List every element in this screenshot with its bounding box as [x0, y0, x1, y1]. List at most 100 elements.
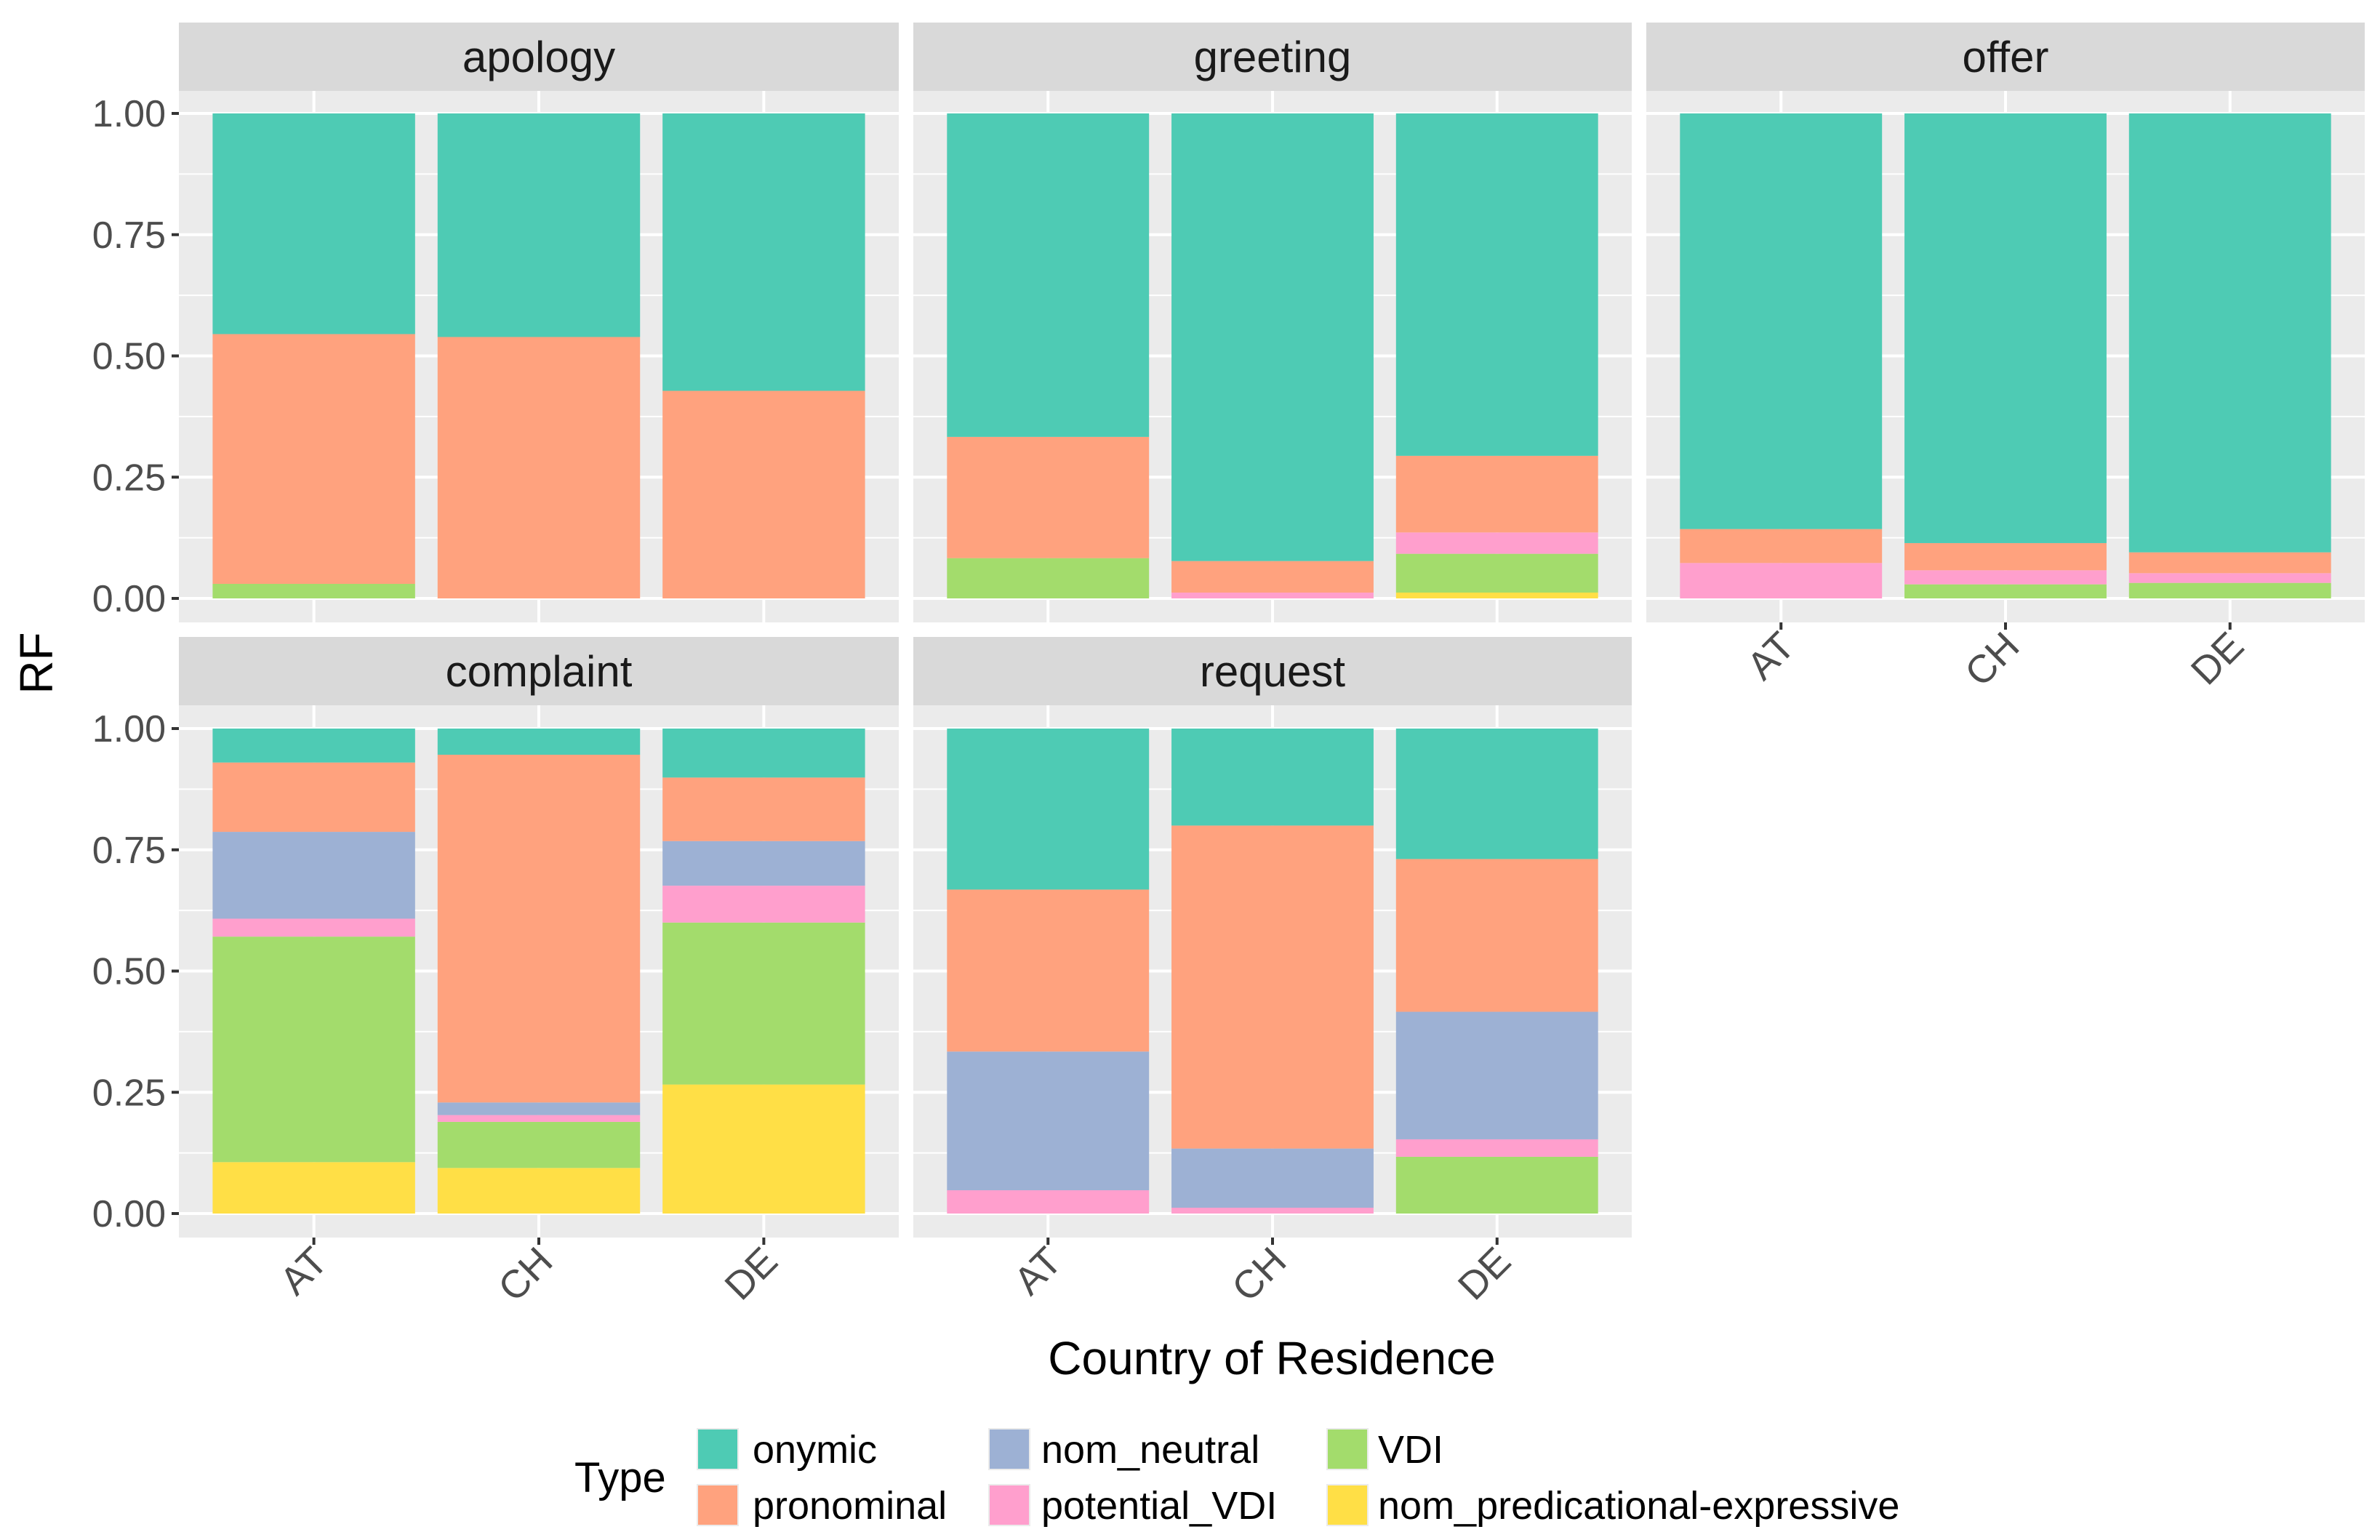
panel-offer: offer AT CH DE	[1646, 23, 2365, 695]
legend-label: nom_predicational-expressive	[1378, 1484, 1899, 1528]
bar-segment-greeting-AT-VDI	[947, 558, 1150, 598]
bar-segment-greeting-AT-pronominal	[947, 436, 1150, 558]
bar-segment-greeting-DE-onymic	[1395, 113, 1598, 456]
panel-complaint: complaint 0.00 0.25 0.50 0.75 1.00 AT CH DE	[92, 637, 899, 1310]
strip-background	[1646, 23, 2365, 91]
bar-segment-apology-DE-onymic	[662, 113, 865, 391]
bar-segment-request-DE-potential_VDI	[1395, 1139, 1598, 1157]
bar-segment-request-DE-onymic	[1395, 729, 1598, 859]
legend-label: pronominal	[753, 1484, 947, 1528]
legend-item-VDI: VDI	[1326, 1428, 1443, 1472]
legend-swatch	[990, 1485, 1029, 1525]
strip-label: greeting	[1194, 33, 1352, 81]
panels: apology 0.00 0.25 0.50 0.75 1.00 greeting offer…	[92, 23, 2365, 1310]
bar-segment-apology-CH-pronominal	[437, 337, 641, 598]
bar-segment-complaint-AT-nom_predicational-expressive	[212, 1162, 415, 1214]
legend-swatch	[990, 1429, 1029, 1469]
bar-segment-complaint-CH-nom_neutral	[437, 1102, 641, 1115]
bar-segment-greeting-CH-onymic	[1171, 113, 1374, 561]
bar-segment-offer-DE-potential_VDI	[2128, 573, 2331, 583]
bar-segment-complaint-CH-potential_VDI	[437, 1115, 641, 1122]
bar-segment-request-CH-potential_VDI	[1171, 1207, 1374, 1214]
bar-segment-request-AT-potential_VDI	[947, 1190, 1150, 1214]
bar-segment-apology-AT-onymic	[212, 113, 415, 334]
legend-item-nom_neutral: nom_neutral	[988, 1428, 1259, 1472]
bar-segment-request-AT-onymic	[947, 729, 1150, 890]
bar-segment-apology-DE-pronominal	[662, 390, 865, 598]
legend-label: nom_neutral	[1041, 1428, 1259, 1472]
bar-segment-complaint-DE-nom_predicational-expressive	[662, 1084, 865, 1214]
legend-item-pronominal: pronominal	[697, 1484, 947, 1528]
bar-segment-request-AT-pronominal	[947, 889, 1150, 1052]
bar-segment-greeting-DE-nom_predicational-expressive	[1395, 592, 1598, 598]
y-tick-label: 0.50	[92, 336, 166, 378]
legend-swatch	[698, 1485, 737, 1525]
y-axis-title: RF	[10, 632, 63, 694]
bar-segment-request-CH-nom_neutral	[1171, 1148, 1374, 1208]
strip-label: apology	[462, 33, 615, 81]
y-tick-label: 0.25	[92, 1072, 166, 1114]
bar-segment-complaint-AT-pronominal	[212, 762, 415, 833]
x-tick-label: AT	[1739, 624, 1803, 688]
x-tick-label: DE	[716, 1239, 785, 1308]
bar-segment-offer-CH-VDI	[1904, 584, 2107, 598]
bar-segment-complaint-AT-VDI	[212, 937, 415, 1163]
bar-segment-complaint-DE-onymic	[662, 729, 865, 778]
bar-segment-request-CH-pronominal	[1171, 825, 1374, 1149]
x-tick-label: AT	[1006, 1239, 1070, 1303]
strip-background	[179, 637, 899, 705]
strip-background	[913, 637, 1632, 705]
y-tick-label: 0.00	[92, 1193, 166, 1235]
bar-segment-offer-AT-onymic	[1680, 113, 1883, 529]
bar-segment-complaint-DE-nom_neutral	[662, 841, 865, 886]
bar-segment-complaint-CH-pronominal	[437, 755, 641, 1103]
bar-segment-request-AT-nom_neutral	[947, 1051, 1150, 1190]
legend-label: potential_VDI	[1041, 1484, 1277, 1528]
strip-background	[913, 23, 1632, 91]
x-tick-label: CH	[1957, 624, 2028, 695]
y-tick-label: 1.00	[92, 708, 166, 750]
bar-segment-complaint-AT-potential_VDI	[212, 918, 415, 937]
y-tick-label: 1.00	[92, 93, 166, 135]
bar-segment-offer-CH-potential_VDI	[1904, 570, 2107, 585]
bar-segment-offer-CH-onymic	[1904, 113, 2107, 543]
legend-item-nom_predicational-expressive: nom_predicational-expressive	[1326, 1484, 1899, 1528]
legend-title: Type	[574, 1454, 666, 1501]
bar-segment-apology-AT-pronominal	[212, 334, 415, 584]
bar-segment-greeting-CH-pronominal	[1171, 561, 1374, 593]
legend-item-onymic: onymic	[697, 1428, 877, 1472]
bar-segment-offer-DE-pronominal	[2128, 552, 2331, 574]
strip-label: offer	[1963, 33, 2049, 81]
bar-segment-complaint-DE-pronominal	[662, 777, 865, 841]
bar-segment-offer-AT-potential_VDI	[1680, 563, 1883, 598]
bar-segment-offer-CH-pronominal	[1904, 542, 2107, 571]
bar-segment-offer-DE-onymic	[2128, 113, 2331, 553]
legend-swatch	[698, 1429, 737, 1469]
legend-label: onymic	[753, 1428, 877, 1472]
x-tick-label: AT	[272, 1239, 336, 1303]
strip-label: request	[1200, 647, 1345, 696]
bar-segment-complaint-CH-VDI	[437, 1121, 641, 1168]
panel-greeting: greeting	[913, 23, 1632, 622]
y-tick-label: 0.50	[92, 951, 166, 993]
strip-background	[179, 23, 899, 91]
bar-segment-complaint-CH-nom_predicational-expressive	[437, 1168, 641, 1214]
legend-swatch	[1328, 1429, 1367, 1469]
bar-segment-request-DE-pronominal	[1395, 859, 1598, 1012]
panel-apology: apology 0.00 0.25 0.50 0.75 1.00	[92, 23, 899, 622]
bar-segment-request-DE-VDI	[1395, 1156, 1598, 1214]
bar-segment-request-DE-nom_neutral	[1395, 1011, 1598, 1139]
legend-item-potential_VDI: potential_VDI	[988, 1484, 1277, 1528]
bar-segment-apology-AT-VDI	[212, 583, 415, 598]
y-tick-label: 0.00	[92, 578, 166, 620]
bar-segment-greeting-AT-onymic	[947, 113, 1150, 437]
x-tick-label: DE	[1450, 1239, 1519, 1308]
bar-segment-offer-DE-VDI	[2128, 582, 2331, 598]
x-tick-label: DE	[2183, 624, 2252, 693]
y-tick-label: 0.75	[92, 830, 166, 872]
bar-segment-greeting-DE-VDI	[1395, 553, 1598, 593]
bar-segment-complaint-AT-nom_neutral	[212, 832, 415, 919]
bar-segment-offer-AT-pronominal	[1680, 529, 1883, 564]
bar-segment-greeting-DE-pronominal	[1395, 455, 1598, 533]
